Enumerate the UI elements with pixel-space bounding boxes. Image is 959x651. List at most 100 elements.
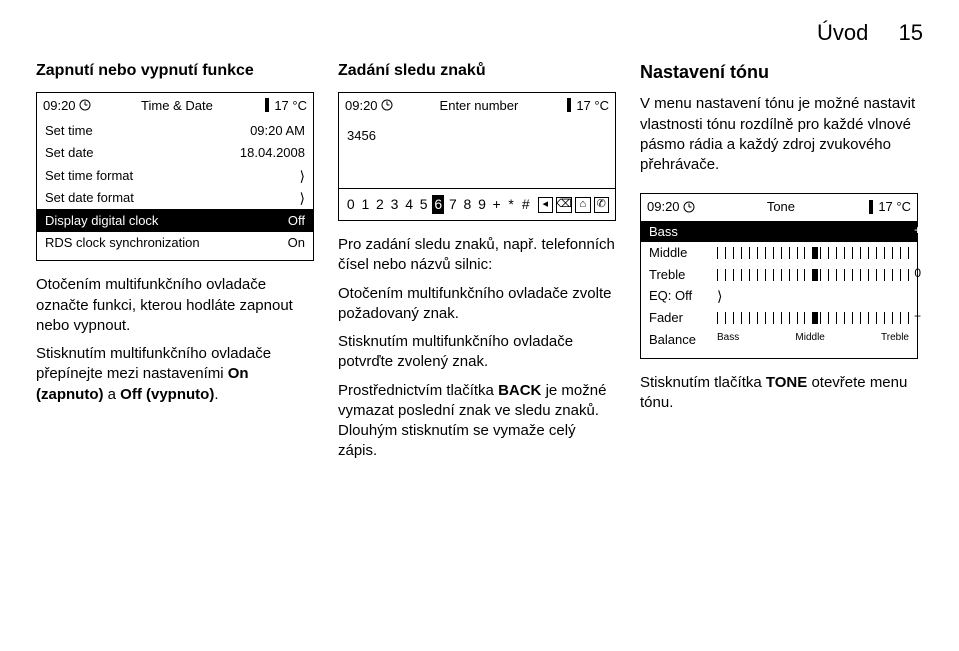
status-time: 09:20 — [647, 198, 680, 216]
action-box[interactable]: ◂ — [538, 197, 554, 213]
col2-p3: Stisknutím multifunkčního ovladače potvr… — [338, 332, 618, 373]
col1-p1: Otočením multifunkčního ovladače označte… — [36, 275, 316, 336]
time-date-screen: 09:20 Time & Date 17 °C Set time 09:20 AM… — [36, 92, 314, 262]
char-key[interactable]: 1 — [360, 195, 372, 214]
screen-title: Enter number — [396, 97, 563, 115]
char-key[interactable]: 9 — [476, 195, 488, 214]
col3-p1: Stisknutím tlačítka TONE otevřete menu t… — [640, 373, 920, 414]
menu-row-label: RDS clock synchronization — [45, 234, 200, 252]
menu-row[interactable]: Set time format ⟩ — [37, 164, 313, 187]
col2-p4: Prostřednictvím tlačítka BACK je možné v… — [338, 381, 618, 462]
tone-scale: + — [717, 224, 909, 240]
enter-number-screen: 09:20 Enter number 17 °C 3456 0123456789… — [338, 92, 616, 221]
clock-icon — [381, 99, 393, 111]
action-box[interactable]: ⌫ — [556, 197, 572, 213]
char-key[interactable]: 8 — [462, 195, 474, 214]
scale-end-label: 0 — [914, 265, 921, 281]
column-2: Zadání sledu znaků 09:20 Enter number 17… — [338, 60, 618, 470]
status-time: 09:20 — [345, 97, 378, 115]
tone-row[interactable]: Treble0 — [641, 264, 917, 286]
clock-icon — [683, 201, 695, 213]
screen-title: Time & Date — [94, 97, 261, 115]
tone-scale — [717, 245, 909, 261]
col2-heading: Zadání sledu znaků — [338, 60, 618, 82]
entered-number: 3456 — [347, 128, 376, 143]
tone-row-label: EQ: Off — [649, 287, 717, 305]
tone-axis-label: Bass — [717, 331, 739, 345]
page-header: Úvod 15 — [36, 20, 923, 46]
menu-row-value: On — [288, 234, 305, 252]
thermometer-icon — [565, 98, 573, 112]
menu-row-value: ⟩ — [300, 169, 305, 183]
char-key[interactable]: * — [505, 195, 517, 214]
chevron-right-icon: ⟩ — [717, 289, 722, 303]
action-box[interactable]: ⌂ — [575, 197, 591, 213]
tone-row[interactable]: EQ: Off⟩ — [641, 285, 917, 307]
thermometer-icon — [867, 200, 875, 214]
char-key[interactable]: 3 — [389, 195, 401, 214]
clock-icon — [79, 99, 91, 111]
status-bar: 09:20 Tone 17 °C — [641, 194, 917, 221]
menu-row-label: Set date format — [45, 189, 134, 207]
tone-row-label: Middle — [649, 244, 717, 262]
tone-scale: 0 — [717, 267, 909, 283]
tone-row[interactable]: Middle — [641, 242, 917, 264]
char-key[interactable]: 4 — [403, 195, 415, 214]
tone-row-label: Bass — [649, 223, 717, 241]
tone-axis-label: Treble — [881, 331, 909, 345]
tone-axis-label: Middle — [795, 331, 824, 345]
menu-row-value: ⟩ — [300, 191, 305, 205]
status-temp: 17 °C — [878, 198, 911, 216]
col3-intro: V menu nastavení tónu je možné nastavit … — [640, 94, 920, 175]
menu-row-label: Set time format — [45, 167, 133, 185]
status-temp: 17 °C — [576, 97, 609, 115]
menu-body: Set time 09:20 AM Set date 18.04.2008 Set ti… — [37, 119, 313, 260]
col1-p2: Stisknutím multifunkčního ovladače přepí… — [36, 344, 316, 405]
tone-row-label: Treble — [649, 266, 717, 284]
menu-row-label: Set time — [45, 122, 93, 140]
char-key[interactable]: 6 — [432, 195, 444, 214]
tone-row[interactable]: BalanceBass Middle Treble — [641, 329, 917, 351]
menu-row-value: Off — [288, 212, 305, 230]
screen-title: Tone — [698, 198, 865, 216]
col1-heading: Zapnutí nebo vypnutí funkce — [36, 60, 316, 82]
tone-row-label: Balance — [649, 331, 717, 349]
menu-row-label: Display digital clock — [45, 212, 158, 230]
status-time: 09:20 — [43, 97, 76, 115]
status-bar: 09:20 Time & Date 17 °C — [37, 93, 313, 120]
scale-end-label: + — [914, 222, 921, 238]
col2-p1: Pro zadání sledu znaků, např. telefonníc… — [338, 235, 618, 276]
char-key[interactable]: 7 — [447, 195, 459, 214]
char-key[interactable]: 0 — [345, 195, 357, 214]
tone-scale: − — [717, 310, 909, 326]
column-1: Zapnutí nebo vypnutí funkce 09:20 Time &… — [36, 60, 316, 470]
status-temp: 17 °C — [274, 97, 307, 115]
col2-p2: Otočením multifunkčního ovladače zvolte … — [338, 284, 618, 325]
tone-row[interactable]: Bass+ — [641, 221, 917, 243]
char-key[interactable]: + — [491, 195, 503, 214]
section-title: Úvod — [817, 20, 868, 45]
char-key[interactable]: 5 — [418, 195, 430, 214]
char-key[interactable]: 2 — [374, 195, 386, 214]
tone-screen: 09:20 Tone 17 °C Bass+MiddleTreble0EQ: O… — [640, 193, 918, 359]
menu-row-label: Set date — [45, 144, 93, 162]
menu-row[interactable]: Set time 09:20 AM — [37, 119, 313, 142]
entered-number-area: 3456 — [339, 119, 615, 189]
action-box[interactable]: ✆ — [594, 197, 610, 213]
menu-row[interactable]: Display digital clock Off — [37, 209, 313, 232]
char-row: 0123456789+*# ◂⌫⌂✆ — [339, 189, 615, 220]
menu-row-value: 09:20 AM — [250, 122, 305, 140]
column-3: Nastavení tónu V menu nastavení tónu je … — [640, 60, 920, 470]
menu-row[interactable]: Set date 18.04.2008 — [37, 142, 313, 165]
scale-end-label: − — [914, 308, 921, 324]
col3-heading: Nastavení tónu — [640, 60, 920, 84]
page-number: 15 — [899, 20, 923, 46]
menu-row[interactable]: Set date format ⟩ — [37, 187, 313, 210]
tone-row-label: Fader — [649, 309, 717, 327]
tone-body: Bass+MiddleTreble0EQ: Off⟩Fader−BalanceB… — [641, 221, 917, 358]
menu-row[interactable]: RDS clock synchronization On — [37, 232, 313, 255]
status-bar: 09:20 Enter number 17 °C — [339, 93, 615, 120]
menu-row-value: 18.04.2008 — [240, 144, 305, 162]
char-key[interactable]: # — [520, 195, 532, 214]
tone-row[interactable]: Fader− — [641, 307, 917, 329]
